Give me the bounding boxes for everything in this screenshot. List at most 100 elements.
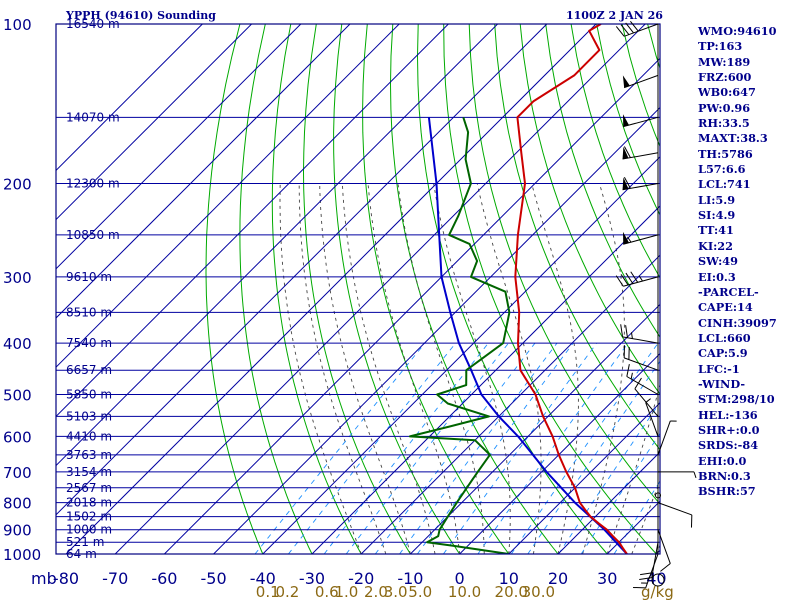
mixing-ratio-label: 10.0 (448, 583, 481, 600)
wind-barb-shaft (623, 116, 659, 128)
mixing-ratio-label: 1.0 (335, 583, 359, 600)
moist-adiabat (476, 183, 542, 554)
wind-barb-shaft (626, 376, 659, 395)
wind-barb-shaft (657, 420, 671, 455)
stat-line: PW:0.96 (698, 100, 751, 115)
wind-barb-flag (620, 24, 630, 35)
wind-barb (622, 74, 659, 89)
mixing-ratio-label: 30.0 (522, 583, 555, 600)
stat-line: TH:5786 (698, 146, 753, 161)
wind-barb (623, 114, 659, 128)
pressure-tick-label: 400 (3, 335, 32, 353)
mixing-ratio-line (417, 342, 574, 554)
isotherm (56, 24, 351, 319)
height-label: 14070 m (66, 110, 120, 124)
height-label: 1000 m (66, 523, 112, 537)
stat-line: FRZ:600 (698, 70, 752, 85)
wind-barb-shaft (657, 502, 692, 516)
isotherm (56, 24, 252, 221)
hodograph-origin (651, 573, 665, 587)
height-label: 64 m (66, 547, 97, 561)
wind-barb (657, 420, 677, 455)
wind-barb-pennant (622, 75, 630, 88)
wind-barb-flag (615, 275, 624, 287)
moist-adiabat (631, 479, 660, 554)
wind-barb-pennant (622, 146, 629, 160)
pressure-tick-label: 900 (3, 522, 32, 540)
height-label: 2018 m (66, 496, 112, 510)
temperature-tick-label: -80 (53, 569, 79, 588)
wind-barb (657, 529, 671, 572)
wind-barb-shaft (622, 183, 659, 191)
temperature-tick-label: -50 (201, 569, 227, 588)
wind-barb-flag (625, 22, 634, 34)
mixing-ratio-unit: g/kg (641, 583, 674, 600)
wind-barb-halfflag (670, 420, 677, 422)
station-title: YPPH (94610) Sounding (66, 9, 216, 22)
temperature-line (514, 24, 628, 554)
isotherm (557, 451, 660, 554)
wind-barb-shaft (645, 402, 659, 437)
height-label: 7540 m (66, 336, 112, 350)
dry-adiabat (416, 24, 608, 554)
stat-line: LFC:-1 (698, 361, 740, 376)
stat-line: TP:163 (698, 39, 743, 54)
pressure-tick-label: 200 (3, 176, 32, 194)
stat-line: WB0:647 (698, 85, 756, 100)
mixing-ratio-label: 0.6 (315, 583, 339, 600)
wind-barb-flag (625, 272, 634, 284)
wind-barb-flag (640, 572, 653, 576)
stat-line: SRDS:-84 (698, 438, 759, 453)
wind-barb (634, 377, 659, 417)
height-label: 5850 m (66, 387, 112, 401)
wind-barb-shaft (622, 336, 659, 344)
height-label: 12300 m (66, 177, 120, 191)
temperature-tick-label: -40 (250, 569, 276, 588)
wind-barb-halfflag (638, 275, 643, 282)
mixing-ratio-line (254, 342, 426, 554)
mixing-ratio-label: 0.1 (256, 583, 280, 600)
wind-barb-halfflag (645, 398, 651, 403)
isotherm (311, 205, 660, 554)
temperature-tick-label: 0 (455, 569, 465, 588)
stat-line: BRN:0.3 (698, 468, 751, 483)
wind-barb-halfflag (627, 236, 632, 243)
moist-adiabat (341, 183, 436, 554)
moist-adiabat (279, 183, 362, 554)
stat-line: CINH:39097 (698, 315, 777, 330)
wind-barb (623, 345, 659, 371)
stat-line: EHI:0.0 (698, 453, 747, 468)
stat-line: SW:49 (698, 254, 738, 269)
wind-barb-shaft (623, 234, 659, 245)
height-label: 3763 m (66, 448, 112, 462)
pressure-tick-label: 500 (3, 386, 32, 404)
stat-line: MW:189 (698, 54, 751, 69)
wind-barb-flag (620, 274, 629, 286)
stat-line: -WIND- (698, 376, 746, 391)
dry-adiabat (389, 24, 559, 554)
wind-barb-shaft (645, 553, 659, 588)
plot-area (56, 24, 660, 554)
wind-barb-flag (634, 377, 642, 390)
stat-line: CAPE:14 (698, 300, 753, 315)
isotherm (56, 24, 400, 368)
dry-adiabat (362, 24, 510, 554)
wind-barb (658, 471, 697, 479)
temperature-tick-label: -20 (348, 569, 374, 588)
wind-barb-shaft (624, 357, 659, 371)
wind-barb (620, 324, 659, 344)
temperature-tick-label: -30 (299, 569, 325, 588)
height-label: 9610 m (66, 270, 112, 284)
temperature-tick-label: 20 (548, 569, 568, 588)
pressure-tick-label: 300 (3, 269, 32, 287)
pressure-tick-label: 800 (3, 495, 32, 513)
wind-barb (626, 364, 659, 395)
observation-time: 1100Z 2 JAN 26 (566, 9, 663, 22)
isotherm (508, 402, 660, 554)
parcel-line (427, 117, 628, 554)
stat-line: SHR+:0.0 (698, 422, 760, 437)
wind-barb-flag (630, 271, 639, 283)
wind-barb (623, 231, 659, 245)
stat-line: CAP:5.9 (698, 346, 748, 361)
stat-line: HEL:-136 (698, 407, 758, 422)
